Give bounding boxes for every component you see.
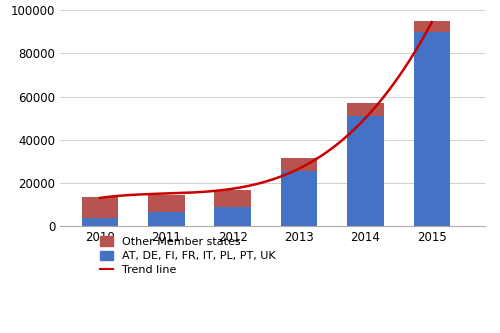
Bar	[148, 212, 184, 226]
Bar	[347, 103, 384, 116]
Bar	[414, 32, 450, 226]
Bar	[82, 218, 118, 226]
Bar	[214, 207, 251, 226]
Bar	[414, 21, 450, 32]
Bar	[281, 171, 318, 226]
Bar	[82, 197, 118, 218]
Bar	[148, 195, 184, 212]
Legend: Other Member states, AT, DE, FI, FR, IT, PL, PT, UK, Trend line: Other Member states, AT, DE, FI, FR, IT,…	[100, 236, 276, 275]
Bar	[347, 116, 384, 226]
Bar	[281, 158, 318, 171]
Bar	[214, 189, 251, 207]
